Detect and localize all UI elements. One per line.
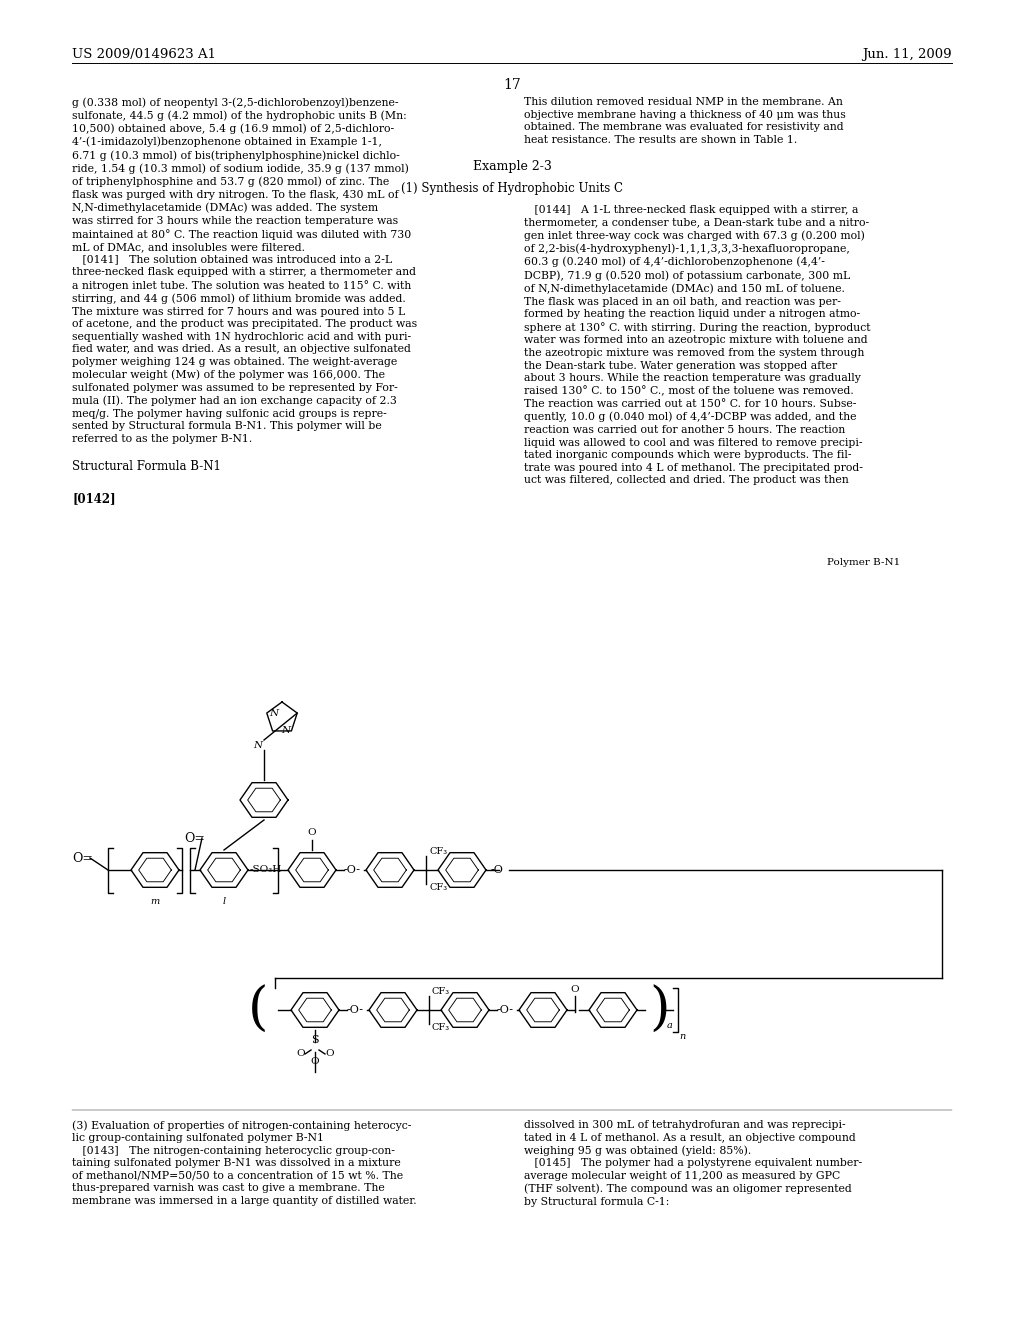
- Text: l: l: [222, 898, 225, 906]
- Text: O: O: [296, 1049, 305, 1059]
- Text: O=: O=: [72, 851, 93, 865]
- Text: dissolved in 300 mL of tetrahydrofuran and was reprecipi-
tated in 4 L of methan: dissolved in 300 mL of tetrahydrofuran a…: [524, 1119, 862, 1206]
- Text: 17: 17: [503, 78, 521, 92]
- Text: CF₃: CF₃: [429, 847, 447, 857]
- Text: a: a: [667, 1020, 673, 1030]
- Text: -SO₃H: -SO₃H: [250, 866, 283, 874]
- Text: Jun. 11, 2009: Jun. 11, 2009: [862, 48, 952, 61]
- Text: O: O: [325, 1049, 334, 1059]
- Text: This dilution removed residual NMP in the membrane. An
objective membrane having: This dilution removed residual NMP in th…: [524, 96, 846, 145]
- Text: N: N: [253, 741, 262, 750]
- Text: US 2009/0149623 A1: US 2009/0149623 A1: [72, 48, 216, 61]
- Text: (3) Evaluation of properties of nitrogen-containing heterocyc-
lic group-contain: (3) Evaluation of properties of nitrogen…: [72, 1119, 417, 1206]
- Text: Structural Formula B-N1: Structural Formula B-N1: [72, 459, 221, 473]
- Text: N: N: [282, 726, 291, 735]
- Text: ): ): [649, 985, 670, 1035]
- Text: CF₃: CF₃: [432, 987, 451, 997]
- Text: -O-: -O-: [344, 865, 361, 875]
- Text: g (0.338 mol) of neopentyl 3-(2,5-dichlorobenzoyl)benzene-
sulfonate, 44.5 g (4.: g (0.338 mol) of neopentyl 3-(2,5-dichlo…: [72, 96, 417, 444]
- Text: O: O: [570, 985, 580, 994]
- Text: Example 2-3: Example 2-3: [472, 160, 552, 173]
- Text: CF₃: CF₃: [429, 883, 447, 892]
- Text: m: m: [151, 898, 160, 906]
- Text: n: n: [679, 1032, 685, 1041]
- Text: O: O: [310, 1057, 319, 1067]
- Text: -O-: -O-: [347, 1005, 364, 1015]
- Text: [0144]   A 1-L three-necked flask equipped with a stirrer, a
thermometer, a cond: [0144] A 1-L three-necked flask equipped…: [524, 205, 870, 486]
- Text: O=: O=: [184, 832, 205, 845]
- Text: -O-: -O-: [497, 1005, 514, 1015]
- Text: (1) Synthesis of Hydrophobic Units C: (1) Synthesis of Hydrophobic Units C: [401, 182, 623, 195]
- Text: N: N: [268, 709, 278, 718]
- Text: Polymer B-N1: Polymer B-N1: [826, 558, 900, 568]
- Text: CF₃: CF₃: [432, 1023, 451, 1032]
- Text: S: S: [311, 1035, 318, 1045]
- Text: O: O: [307, 828, 316, 837]
- Text: -O: -O: [490, 865, 504, 875]
- Text: [0142]: [0142]: [72, 492, 116, 506]
- Text: (: (: [248, 985, 268, 1035]
